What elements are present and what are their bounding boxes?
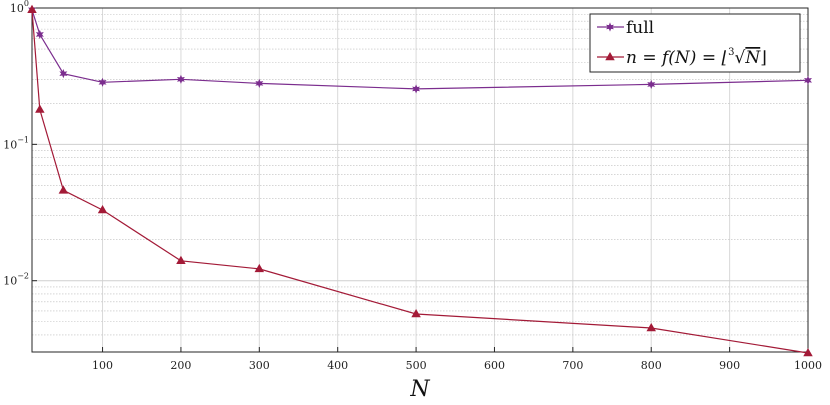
legend-floor-close: ⌋ xyxy=(760,48,767,68)
data-point-triangle xyxy=(58,185,69,194)
x-tick-label: 400 xyxy=(327,359,348,372)
y-tick-exponent: 0 xyxy=(24,0,29,8)
y-tick-label: 10−1 xyxy=(3,135,29,151)
data-point-star xyxy=(647,79,656,90)
legend-marker-full xyxy=(606,22,614,32)
data-point-triangle xyxy=(27,4,37,14)
x-tick-label: 100 xyxy=(92,359,113,372)
data-point-star xyxy=(412,84,421,94)
x-tick-label: 500 xyxy=(406,359,427,372)
data-point-triangle xyxy=(176,255,186,265)
x-tick-label: 300 xyxy=(249,359,270,372)
series-group xyxy=(27,4,813,357)
x-tick-label: 200 xyxy=(170,359,191,372)
x-tick-label: 800 xyxy=(641,359,662,372)
legend-root-index: 3 xyxy=(728,47,734,58)
data-point-star xyxy=(35,29,44,40)
data-point-star xyxy=(255,78,264,88)
legend-formula-part: n = f(N) = ⌊ xyxy=(626,48,728,68)
legend-label-subsampled: n = f(N) = ⌊3√N⌋ xyxy=(626,47,767,68)
x-axis-label: N xyxy=(409,377,430,402)
data-point-triangle xyxy=(411,308,421,318)
data-point-star xyxy=(59,69,68,79)
grid xyxy=(32,8,808,353)
data-point-star xyxy=(98,77,107,87)
x-tick-label: 700 xyxy=(562,359,583,372)
legend: full n = f(N) = ⌊3√N⌋ xyxy=(589,13,801,73)
legend-marker-subsampled xyxy=(605,52,615,61)
y-tick-label: 100 xyxy=(10,0,29,15)
x-tick-label: 600 xyxy=(484,359,505,372)
y-tick-exponent: −1 xyxy=(17,135,29,144)
x-tick-label: 900 xyxy=(719,359,740,372)
y-tick-base: 10 xyxy=(3,138,17,151)
data-point-triangle xyxy=(97,205,108,214)
legend-box xyxy=(589,13,801,73)
data-point-triangle xyxy=(35,104,45,113)
x-axis: 100 200 300 400 500 600 700 800 900 1000 xyxy=(92,347,822,372)
data-point-triangle xyxy=(803,347,813,357)
legend-root-arg: N xyxy=(744,48,761,68)
legend-entry-full: full xyxy=(597,18,654,38)
data-point-star xyxy=(176,74,185,84)
y-tick-base: 10 xyxy=(10,2,24,15)
legend-root-sign: √ xyxy=(735,48,746,68)
y-tick-label: 10−2 xyxy=(3,272,29,288)
plot-frame xyxy=(31,7,809,353)
y-tick-base: 10 xyxy=(3,275,17,288)
data-point-triangle xyxy=(646,322,656,332)
x-tick-label: 1000 xyxy=(794,359,822,372)
data-point-star xyxy=(804,75,812,85)
legend-entry-subsampled: n = f(N) = ⌊3√N⌋ xyxy=(597,47,767,68)
legend-label-full: full xyxy=(626,18,654,38)
y-tick-exponent: −2 xyxy=(17,272,29,281)
data-point-triangle xyxy=(254,263,265,273)
